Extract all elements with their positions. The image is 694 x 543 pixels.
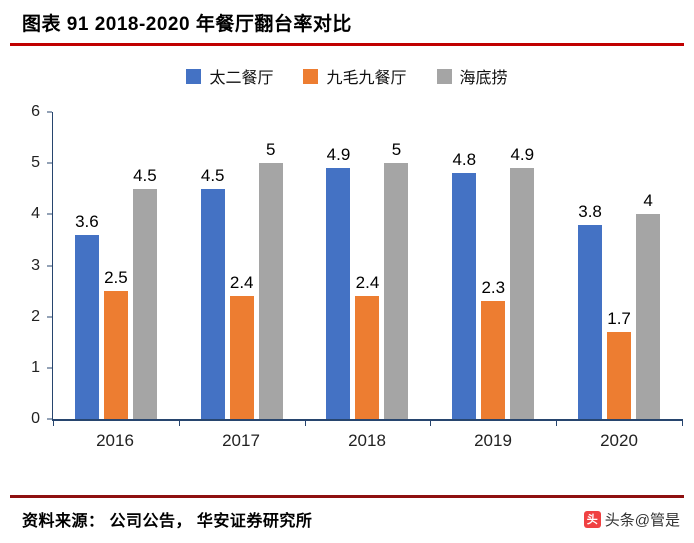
bar-group: 4.5 2.4 5 bbox=[179, 112, 305, 419]
value-label: 4.9 bbox=[510, 145, 535, 165]
bar-with-label: 5 bbox=[384, 140, 409, 419]
bar-with-label: 5 bbox=[258, 140, 283, 419]
watermark-text: 头条@管是 bbox=[604, 511, 680, 529]
y-axis-tick-label: 5 bbox=[31, 154, 40, 172]
title-divider bbox=[10, 43, 684, 46]
value-label: 5 bbox=[391, 140, 402, 160]
bar-太二餐厅 bbox=[326, 168, 351, 419]
x-axis-label: 2016 bbox=[96, 431, 134, 450]
bar-group: 3.8 1.7 4 bbox=[556, 112, 682, 419]
value-label: 3.6 bbox=[75, 211, 99, 231]
toutiao-logo-icon: 头 bbox=[583, 510, 601, 528]
y-axis-tick-label: 1 bbox=[31, 358, 40, 376]
y-axis-tick-label: 0 bbox=[31, 410, 40, 427]
chart-legend: 太二餐厅 九毛九餐厅 海底捞 bbox=[0, 64, 694, 88]
bar-with-label: 2.5 bbox=[103, 268, 128, 419]
plot-area: 3.6 2.5 4.5 4.5 2.4 5 4.9 2.4 5 4.8 2.3 4.9 3.8 1.7 4 bbox=[52, 112, 683, 426]
bar-group: 3.6 2.5 4.5 bbox=[53, 112, 179, 419]
legend-label: 太二餐厅 bbox=[209, 70, 274, 87]
bar-chart: 6 5 4 3 2 1 0 3.6 2.5 4.5 4.5 2.4 5 4.9 2.4 5 4.8 2.3 4.9… bbox=[16, 103, 683, 427]
x-axis-tick-mark bbox=[178, 419, 180, 426]
legend-label: 九毛九餐厅 bbox=[326, 70, 407, 87]
bar-海底捞 bbox=[636, 214, 661, 419]
y-axis-tick-label: 2 bbox=[31, 307, 40, 325]
x-axis-label: 2018 bbox=[348, 431, 386, 450]
y-axis-tick-mark bbox=[47, 111, 52, 113]
bar-九毛九餐厅 bbox=[481, 301, 506, 419]
x-axis-label: 2020 bbox=[600, 431, 638, 450]
x-axis-tick-mark bbox=[430, 419, 432, 426]
value-label: 2.4 bbox=[355, 273, 380, 293]
legend-swatch bbox=[303, 68, 319, 84]
bar-with-label: 4.5 bbox=[200, 165, 225, 419]
x-axis-tick-mark bbox=[682, 419, 683, 426]
bar-太二餐厅 bbox=[452, 173, 477, 419]
value-label: 4.5 bbox=[200, 165, 225, 185]
bar-太二餐厅 bbox=[200, 188, 225, 419]
x-axis-tick-mark bbox=[53, 419, 54, 426]
bar-九毛九餐厅 bbox=[355, 296, 380, 419]
value-label: 3.8 bbox=[578, 201, 602, 221]
bar-with-label: 4.8 bbox=[452, 150, 477, 419]
legend-swatch bbox=[186, 68, 202, 84]
bar-with-label: 3.8 bbox=[578, 201, 603, 419]
bar-with-label: 4.9 bbox=[326, 145, 351, 419]
x-axis-ticks bbox=[53, 419, 683, 426]
legend-label: 海底捞 bbox=[459, 70, 508, 87]
bar-with-label: 4 bbox=[636, 191, 661, 419]
bar-海底捞 bbox=[510, 168, 535, 419]
bar-group: 4.9 2.4 5 bbox=[305, 112, 431, 419]
y-axis-tick-mark bbox=[47, 213, 52, 215]
x-axis-tick-mark bbox=[304, 419, 306, 426]
x-axis-label: 2017 bbox=[222, 431, 260, 450]
value-label: 1.7 bbox=[607, 309, 631, 329]
y-axis-tick-mark bbox=[47, 316, 52, 318]
footer-divider bbox=[10, 495, 684, 498]
y-axis-tick-label: 4 bbox=[31, 205, 40, 223]
bar-with-label: 4.9 bbox=[510, 145, 535, 419]
value-label: 2.5 bbox=[104, 268, 128, 288]
bar-海底捞 bbox=[132, 188, 157, 419]
x-axis-tick-mark bbox=[556, 419, 558, 426]
x-axis-labels: 2016 2017 2018 2019 2020 bbox=[52, 431, 682, 451]
y-axis: 6 5 4 3 2 1 0 bbox=[16, 103, 52, 427]
bar-海底捞 bbox=[384, 163, 409, 419]
bar-九毛九餐厅 bbox=[607, 332, 632, 419]
bar-with-label: 1.7 bbox=[607, 309, 632, 419]
x-axis-label: 2019 bbox=[474, 431, 512, 450]
legend-item: 太二餐厅 bbox=[186, 64, 273, 88]
legend-swatch bbox=[436, 68, 452, 84]
value-label: 4.8 bbox=[452, 150, 477, 170]
bar-太二餐厅 bbox=[74, 234, 99, 419]
bar-with-label: 2.3 bbox=[481, 278, 506, 419]
bar-with-label: 3.6 bbox=[74, 211, 99, 419]
bar-group: 4.8 2.3 4.9 bbox=[430, 112, 556, 419]
bar-九毛九餐厅 bbox=[103, 291, 128, 419]
bar-with-label: 2.4 bbox=[355, 273, 380, 419]
figure-footer: 资料来源： 公司公告， 华安证券研究所 头 头条@管是 bbox=[0, 495, 694, 543]
y-axis-tick-mark bbox=[47, 162, 52, 164]
value-label: 4 bbox=[643, 191, 653, 211]
bar-with-label: 2.4 bbox=[229, 273, 254, 419]
value-label: 4.9 bbox=[326, 145, 351, 165]
y-axis-tick-label: 6 bbox=[31, 103, 40, 120]
y-axis-tick-mark bbox=[47, 367, 52, 369]
figure-title: 图表 91 2018-2020 年餐厅翻台率对比 bbox=[22, 14, 352, 35]
value-label: 5 bbox=[265, 140, 276, 160]
bar-with-label: 4.5 bbox=[132, 165, 157, 419]
bar-太二餐厅 bbox=[578, 224, 603, 419]
value-label: 4.5 bbox=[133, 165, 157, 185]
y-axis-tick-mark bbox=[47, 418, 52, 420]
watermark: 头 头条@管是 bbox=[583, 509, 680, 530]
value-label: 2.4 bbox=[229, 273, 254, 293]
y-axis-tick-label: 3 bbox=[31, 256, 40, 274]
source-note: 资料来源： 公司公告， 华安证券研究所 bbox=[22, 513, 313, 530]
bar-海底捞 bbox=[258, 163, 283, 419]
value-label: 2.3 bbox=[481, 278, 506, 298]
bar-九毛九餐厅 bbox=[229, 296, 254, 419]
legend-item: 九毛九餐厅 bbox=[303, 64, 407, 88]
legend-item: 海底捞 bbox=[436, 64, 508, 88]
y-axis-tick-mark bbox=[47, 265, 52, 266]
